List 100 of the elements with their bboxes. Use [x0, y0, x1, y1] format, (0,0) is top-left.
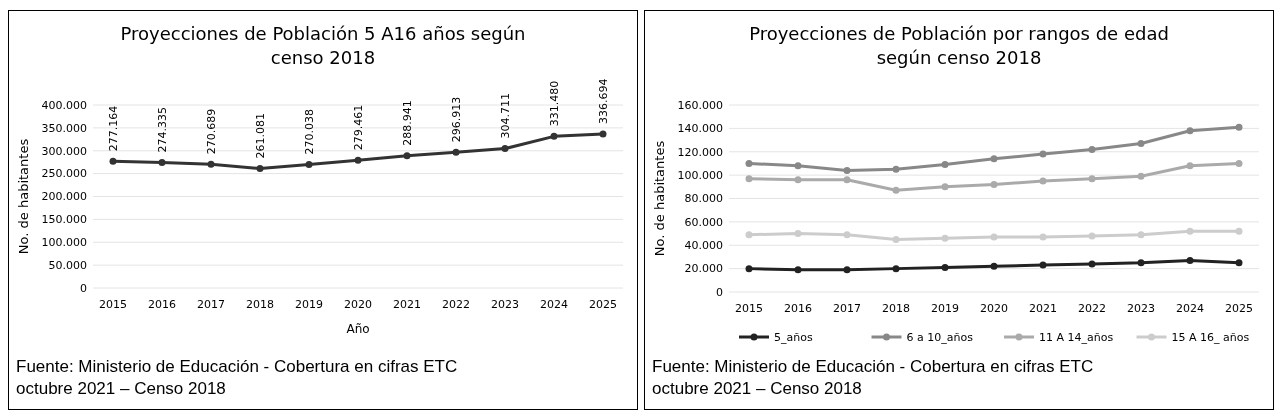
- point: [1088, 260, 1096, 268]
- point: [892, 186, 900, 194]
- point: [941, 161, 949, 169]
- chart-title: Proyecciones de Población 5 A16 años según censo 2018: [120, 23, 526, 68]
- x-tick-label: 2020: [980, 302, 1008, 315]
- data-label: 277.164: [107, 105, 120, 152]
- y-tick-label: 400.000: [41, 98, 87, 112]
- x-axis-title: Año: [346, 322, 370, 336]
- point: [1137, 231, 1145, 239]
- point: [1088, 232, 1096, 240]
- point: [256, 165, 264, 173]
- point: [990, 262, 998, 270]
- x-tick-label: 2022: [1078, 302, 1106, 315]
- point: [990, 233, 998, 241]
- x-tick-label: 2017: [833, 302, 861, 315]
- y-tick-label: 300.000: [41, 144, 87, 158]
- data-label: 279.461: [352, 104, 365, 151]
- point: [1137, 259, 1145, 267]
- point: [550, 132, 558, 140]
- y-tick-label: 40.000: [684, 239, 723, 253]
- point: [794, 230, 802, 238]
- legend-label: 11 A 14_años: [1039, 330, 1114, 344]
- legend-label: 15 A 16_ años: [1171, 330, 1250, 344]
- point: [1186, 127, 1194, 135]
- x-tick-label: 2019: [295, 298, 323, 311]
- point: [794, 266, 802, 274]
- point: [941, 263, 949, 271]
- x-tick-label: 2021: [1029, 302, 1057, 315]
- point: [1137, 140, 1145, 148]
- x-tick-label: 2021: [393, 298, 421, 311]
- point: [1137, 172, 1145, 180]
- x-tick-label: 2017: [197, 298, 225, 311]
- point: [1235, 227, 1243, 235]
- x-tick-label: 2019: [931, 302, 959, 315]
- point: [109, 157, 117, 165]
- legend-label: 5_años: [774, 330, 813, 344]
- x-tick-label: 2024: [540, 298, 568, 311]
- y-tick-label: 120.000: [677, 145, 723, 159]
- data-label: 274.335: [156, 106, 169, 153]
- point: [1235, 259, 1243, 267]
- legend-label: 6 a 10_años: [906, 330, 974, 344]
- point: [892, 265, 900, 273]
- y-tick-label: 0: [80, 281, 87, 295]
- y-tick-label: 0: [716, 285, 723, 299]
- point: [1088, 145, 1096, 153]
- point: [843, 231, 851, 239]
- data-label: 336.694: [597, 78, 610, 124]
- point: [1235, 123, 1243, 131]
- x-tick-label: 2023: [1127, 302, 1155, 315]
- y-tick-label: 80.000: [684, 192, 723, 206]
- point: [1039, 233, 1047, 241]
- x-tick-label: 2023: [491, 298, 519, 311]
- y-tick-label: 250.000: [41, 167, 87, 181]
- x-tick-label: 2016: [784, 302, 812, 315]
- y-axis-title: No. de habitantes: [652, 140, 667, 257]
- source-note: Fuente: Ministerio de Educación - Cobertura en cifras ETC octubre 2021 – Censo 2018: [652, 357, 1094, 398]
- point: [990, 180, 998, 188]
- point: [158, 158, 166, 166]
- x-tick-label: 2016: [148, 298, 176, 311]
- y-tick-label: 60.000: [684, 215, 723, 229]
- y-tick-label: 100.000: [41, 236, 87, 250]
- point: [1039, 177, 1047, 185]
- data-label: 304.711: [499, 93, 512, 139]
- data-label: 270.038: [303, 108, 316, 155]
- point: [354, 156, 362, 164]
- y-tick-label: 140.000: [677, 122, 723, 136]
- point: [745, 159, 753, 167]
- point: [452, 148, 460, 156]
- point: [745, 265, 753, 273]
- y-axis-title: No. de habitantes: [16, 138, 31, 255]
- point: [843, 266, 851, 274]
- y-tick-label: 20.000: [684, 262, 723, 276]
- point: [990, 155, 998, 163]
- point: [843, 176, 851, 184]
- x-tick-label: 2018: [882, 302, 910, 315]
- source-note: Fuente: Ministerio de Educación - Cobertura en cifras ETC octubre 2021 – Censo 2018: [16, 357, 458, 398]
- y-tick-label: 350.000: [41, 121, 87, 135]
- x-tick-label: 2015: [99, 298, 127, 311]
- point: [892, 235, 900, 243]
- data-label: 270.689: [205, 108, 218, 155]
- x-tick-label: 2018: [246, 298, 274, 311]
- point: [1088, 175, 1096, 183]
- chart-title: Proyecciones de Población por rangos de edad según censo 2018: [749, 23, 1169, 68]
- x-tick-label: 2015: [735, 302, 763, 315]
- point: [794, 176, 802, 184]
- point: [1186, 227, 1194, 235]
- y-tick-label: 50.000: [48, 258, 87, 272]
- data-label: 296.913: [450, 96, 463, 143]
- x-tick-label: 2022: [442, 298, 470, 311]
- data-label: 331.480: [548, 80, 561, 127]
- x-tick-label: 2025: [1225, 302, 1253, 315]
- point: [892, 165, 900, 173]
- point: [1235, 159, 1243, 167]
- y-tick-label: 160.000: [677, 98, 723, 112]
- point: [305, 160, 313, 168]
- point: [1186, 162, 1194, 170]
- point: [207, 160, 215, 168]
- data-label: 288.941: [401, 100, 414, 146]
- point: [1186, 256, 1194, 264]
- point: [599, 130, 607, 138]
